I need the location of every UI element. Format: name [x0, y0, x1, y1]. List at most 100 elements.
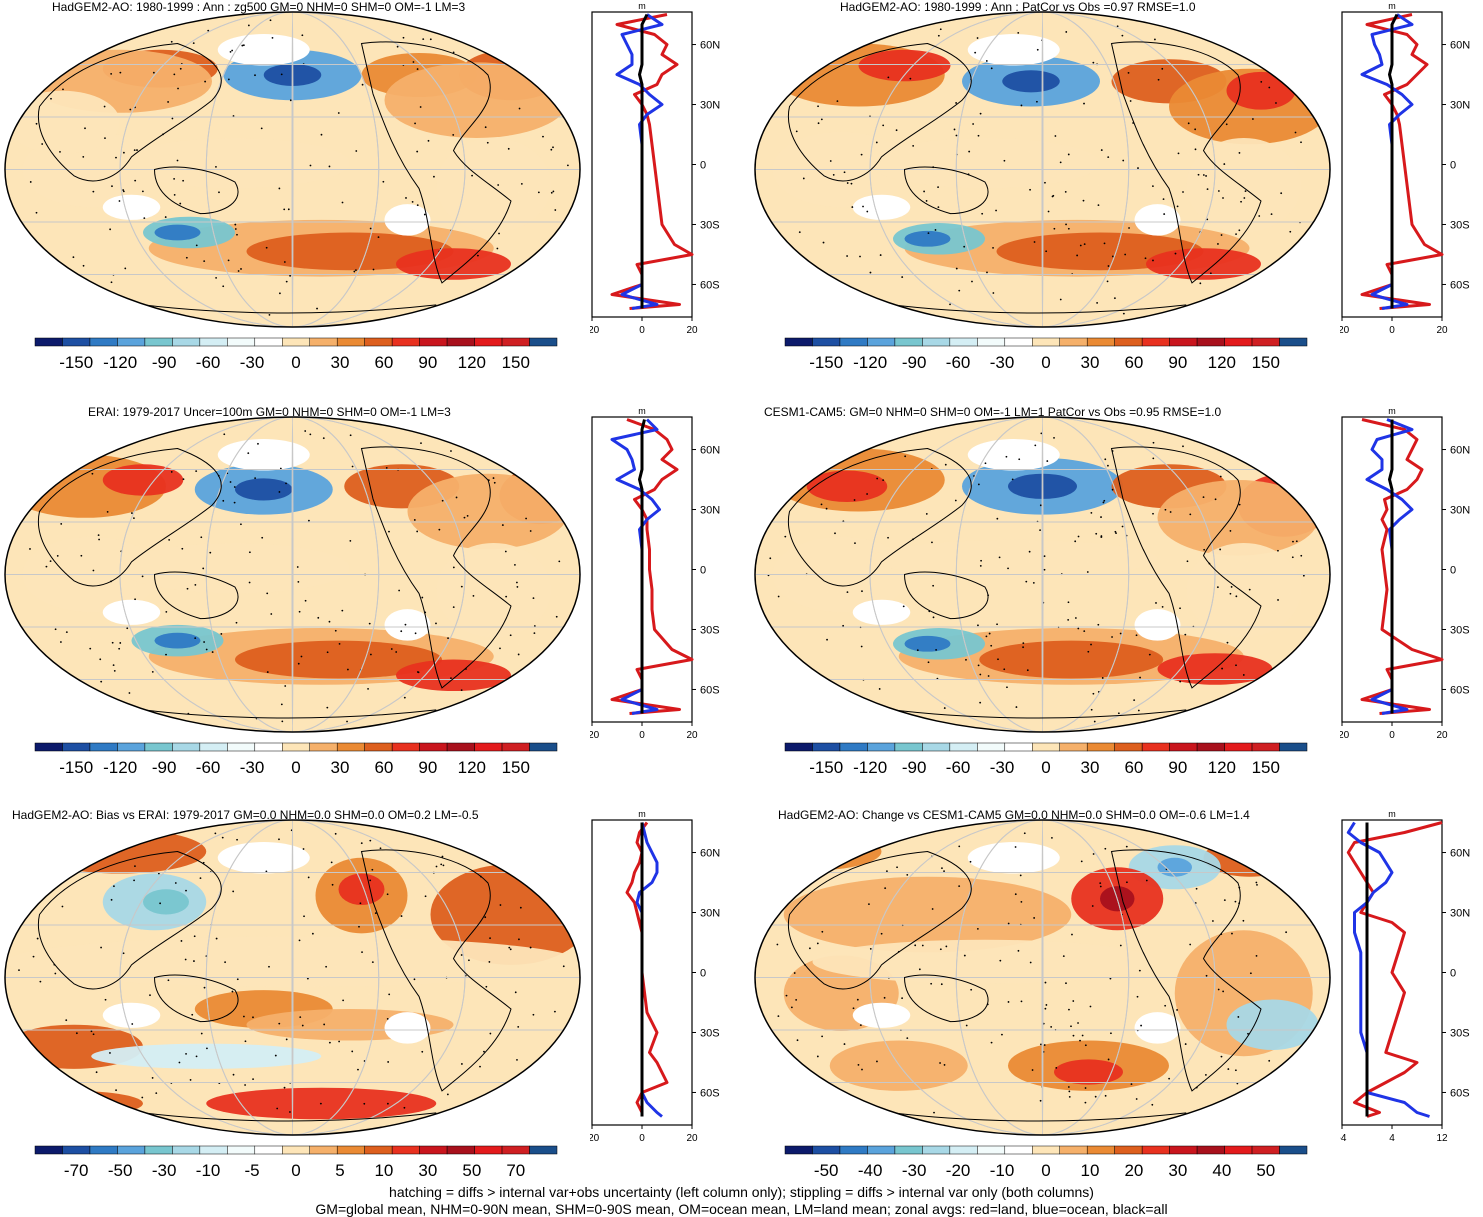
zonal-land-series — [1360, 13, 1444, 310]
stipple-dot — [265, 246, 268, 249]
stipple-dot — [455, 496, 458, 499]
stipple-dot — [133, 517, 135, 520]
stipple-dot — [1096, 302, 1099, 304]
stipple-dot — [931, 908, 934, 910]
colorbar-swatch — [501, 742, 530, 752]
stipple-dot — [1219, 548, 1222, 551]
colorbar-label: 0 — [291, 353, 300, 372]
stipple-dot — [984, 462, 987, 465]
stipple-dot — [115, 1089, 117, 1092]
colorbar-label: 30 — [1080, 758, 1099, 777]
stipple-dot — [195, 470, 198, 473]
colorbar-swatch — [309, 742, 338, 752]
stipple-dot — [1102, 501, 1105, 504]
stipple-dot — [1137, 167, 1139, 169]
stipple-dot — [353, 270, 356, 273]
colorbar-swatch — [949, 742, 978, 752]
longitude-line — [1041, 12, 1044, 327]
stipple-dot — [243, 1015, 245, 1018]
colorbar-label: 120 — [1208, 758, 1236, 777]
stipple-dot — [202, 567, 205, 570]
stipple-dot — [289, 99, 292, 102]
colorbar-swatch — [784, 337, 813, 347]
colorbar-label: 60 — [1124, 758, 1143, 777]
stipple-dot — [1104, 847, 1107, 850]
stipple-dot — [1065, 982, 1067, 985]
stipple-dot — [65, 631, 68, 633]
stipple-dot — [1206, 188, 1209, 191]
stipple-dot — [1122, 312, 1125, 315]
stipple-dot — [326, 706, 329, 709]
colorbar-label: -30 — [902, 1161, 927, 1180]
stipple-dot — [472, 594, 475, 597]
stipple-dot — [932, 616, 935, 619]
stipple-dot — [1074, 540, 1077, 543]
stipple-dot — [1017, 949, 1020, 952]
zonal-y-tick-label: 60S — [1450, 684, 1470, 696]
graticule — [755, 820, 1330, 1135]
stipple-dot — [283, 208, 286, 211]
colorbar-swatch — [529, 1145, 558, 1155]
stipple-dot — [1220, 234, 1223, 236]
colorbar-label: -120 — [853, 353, 887, 372]
stipple-dot — [266, 592, 269, 595]
stipple-dot — [129, 108, 132, 111]
stipple-dot — [1129, 100, 1132, 102]
stipple-dot — [972, 123, 975, 125]
colorbar-swatch — [117, 1145, 146, 1155]
stipple-dot — [977, 483, 980, 486]
zonal-land-series — [610, 13, 694, 310]
stipple-dot — [122, 151, 125, 154]
stipple-dot — [861, 590, 863, 593]
stipple-dot — [519, 906, 522, 909]
stipple-dot — [1235, 595, 1238, 598]
stipple-dot — [338, 643, 341, 645]
zonal-unit-label: m — [638, 1, 646, 11]
zonal-x-tick-label: 20 — [1436, 730, 1448, 741]
stipple-dot — [846, 255, 848, 257]
colorbar-label: 150 — [502, 353, 530, 372]
zonal-x-tick-label: 0 — [639, 1133, 645, 1144]
stipple-dot — [850, 182, 853, 185]
stipple-dot — [385, 466, 388, 469]
stipple-dot — [303, 915, 305, 918]
stipple-dot — [567, 164, 569, 167]
stipple-dot — [316, 307, 318, 310]
stipple-dot — [1090, 511, 1093, 514]
stipple-dot — [1231, 932, 1233, 935]
stipple-dot — [1242, 919, 1245, 922]
stipple-dot — [387, 1102, 389, 1105]
stipple-dot — [75, 1032, 78, 1035]
stipple-dot — [214, 832, 217, 835]
stipple-dot — [1029, 961, 1032, 964]
stipple-dot — [999, 959, 1002, 962]
colorbar-swatch — [282, 337, 310, 347]
stipple-dot — [110, 281, 113, 284]
colorbar-label: 5 — [335, 1161, 344, 1180]
zonal-x-tick-label: 20 — [686, 325, 698, 336]
stipple-dot — [416, 204, 419, 207]
stipple-dot — [836, 100, 839, 103]
stipple-dot — [912, 144, 915, 147]
stipple-dot — [182, 478, 185, 481]
stipple-dot — [1111, 488, 1114, 491]
stipple-dot — [816, 1055, 819, 1058]
stipple-dot — [862, 205, 864, 208]
stipple-dot — [817, 105, 819, 108]
colorbar-label: -5 — [244, 1161, 259, 1180]
stipple-dot — [852, 1007, 855, 1010]
stipple-dot — [1243, 197, 1246, 199]
colorbar-swatch — [474, 1145, 503, 1155]
stipple-dot — [1079, 1039, 1081, 1042]
stipple-dot — [240, 523, 242, 526]
stipple-dot — [932, 584, 935, 587]
colorbar-swatch — [922, 337, 951, 347]
stipple-dot — [119, 642, 122, 644]
panel-patcor-hadgem2: HadGEM2-AO: 1980-1999 : Ann : PatCor vs … — [750, 0, 1480, 375]
stipple-dot — [1117, 712, 1120, 715]
colorbar-swatch — [529, 742, 558, 752]
colorbar-label: -150 — [809, 353, 843, 372]
colorbar-swatch — [1086, 337, 1115, 347]
colorbar-swatch — [227, 337, 256, 347]
stipple-dot — [933, 1111, 935, 1114]
